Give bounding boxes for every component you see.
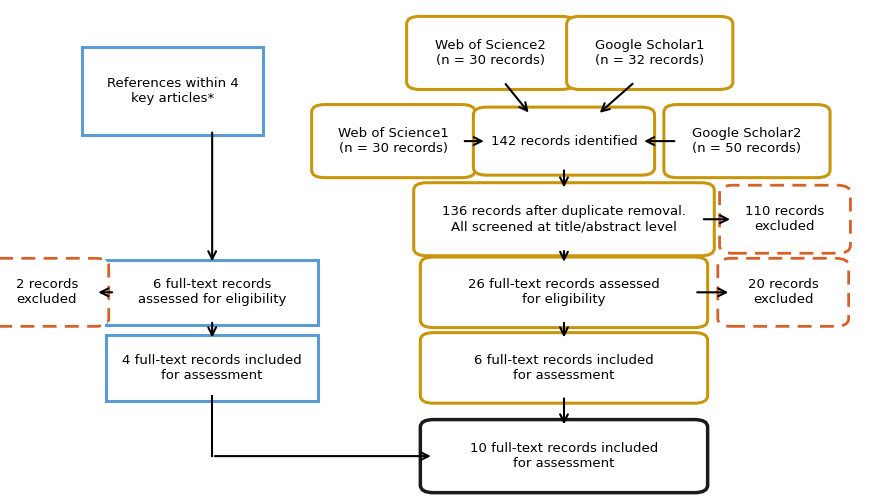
FancyBboxPatch shape <box>106 260 318 325</box>
FancyBboxPatch shape <box>421 333 707 403</box>
Text: Google Scholar1
(n = 32 records): Google Scholar1 (n = 32 records) <box>595 39 705 67</box>
Text: Web of Science1
(n = 30 records): Web of Science1 (n = 30 records) <box>338 127 449 155</box>
Text: 6 full-text records
assessed for eligibility: 6 full-text records assessed for eligibi… <box>138 278 286 306</box>
Text: 4 full-text records included
for assessment: 4 full-text records included for assessm… <box>122 354 302 382</box>
FancyBboxPatch shape <box>720 185 850 254</box>
Text: Web of Science2
(n = 30 records): Web of Science2 (n = 30 records) <box>435 39 546 67</box>
FancyBboxPatch shape <box>82 47 263 135</box>
Text: 2 records
excluded: 2 records excluded <box>16 278 78 306</box>
Text: 26 full-text records assessed
for eligibility: 26 full-text records assessed for eligib… <box>469 278 659 306</box>
Text: 136 records after duplicate removal.
All screened at title/abstract level: 136 records after duplicate removal. All… <box>442 205 686 233</box>
Text: 20 records
excluded: 20 records excluded <box>748 278 819 306</box>
FancyBboxPatch shape <box>421 419 707 493</box>
FancyBboxPatch shape <box>0 259 109 327</box>
FancyBboxPatch shape <box>407 17 575 90</box>
FancyBboxPatch shape <box>414 183 714 256</box>
FancyBboxPatch shape <box>718 259 849 327</box>
Text: 142 records identified: 142 records identified <box>491 135 637 148</box>
Text: 110 records
excluded: 110 records excluded <box>745 205 825 233</box>
Text: 10 full-text records included
for assessment: 10 full-text records included for assess… <box>470 442 658 470</box>
FancyBboxPatch shape <box>106 335 318 401</box>
Text: References within 4
key articles*: References within 4 key articles* <box>106 77 239 105</box>
FancyBboxPatch shape <box>474 107 654 175</box>
FancyBboxPatch shape <box>664 105 830 178</box>
Text: Google Scholar2
(n = 50 records): Google Scholar2 (n = 50 records) <box>692 127 802 155</box>
FancyBboxPatch shape <box>421 257 707 328</box>
FancyBboxPatch shape <box>567 17 733 90</box>
Text: 6 full-text records included
for assessment: 6 full-text records included for assessm… <box>474 354 654 382</box>
FancyBboxPatch shape <box>311 105 476 178</box>
